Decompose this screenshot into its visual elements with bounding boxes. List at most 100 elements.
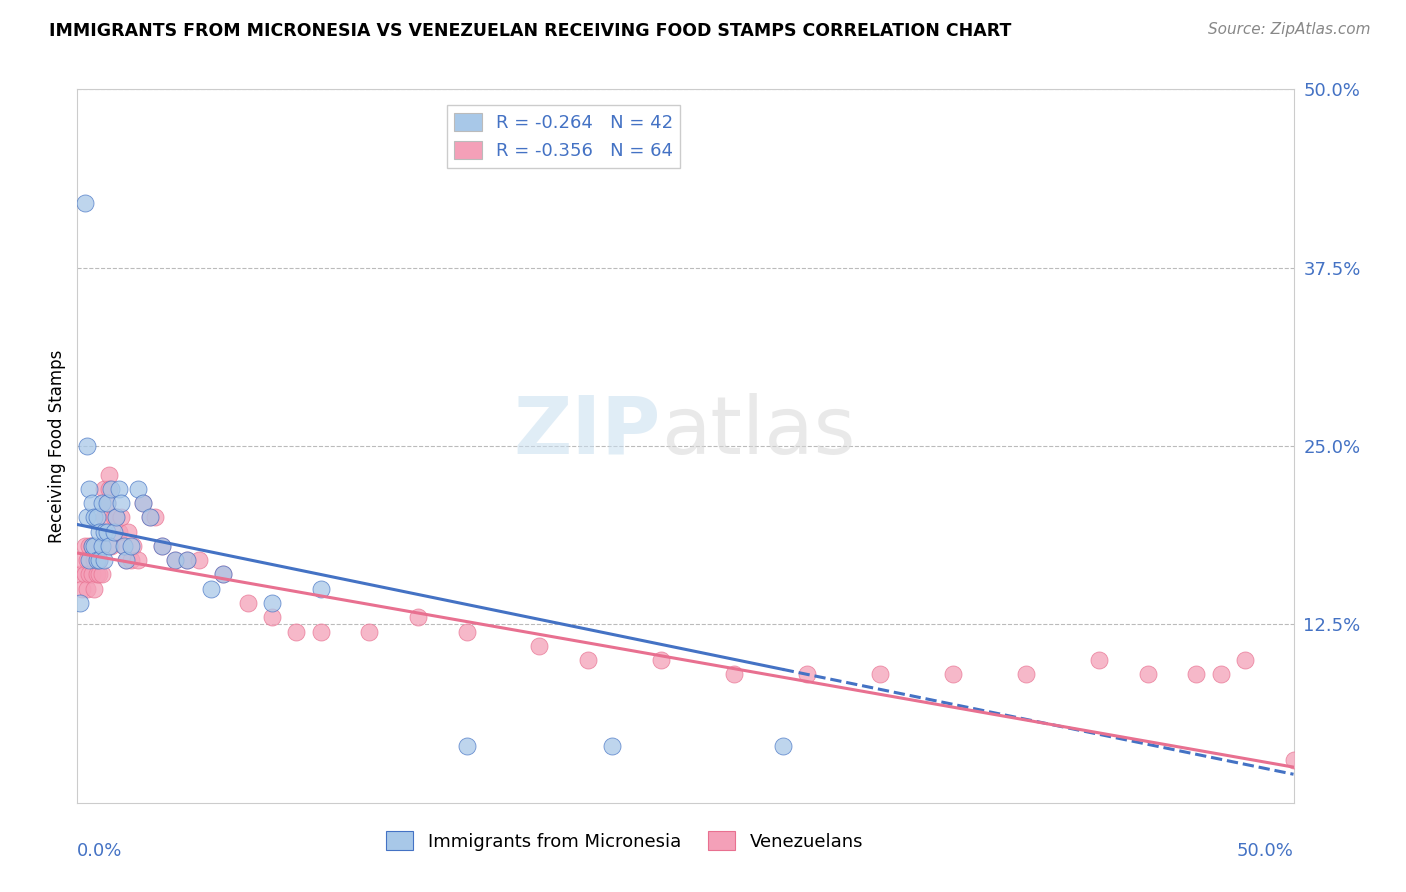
Point — [139, 510, 162, 524]
Point — [529, 639, 551, 653]
Point — [723, 667, 745, 681]
Point — [80, 496, 103, 510]
Point — [132, 496, 155, 510]
Point — [89, 553, 111, 567]
Point — [83, 539, 105, 553]
Point — [285, 624, 308, 639]
Point — [80, 539, 103, 553]
Point — [115, 553, 138, 567]
Point — [112, 539, 135, 553]
Point — [89, 524, 111, 539]
Point — [260, 596, 283, 610]
Point — [1015, 667, 1038, 681]
Point — [110, 510, 132, 524]
Point — [163, 553, 186, 567]
Point — [107, 482, 129, 496]
Text: 50.0%: 50.0% — [1237, 842, 1294, 860]
Point — [80, 567, 103, 582]
Point — [120, 539, 142, 553]
Point — [70, 582, 93, 596]
Point — [89, 567, 111, 582]
Point — [456, 739, 478, 753]
Point — [79, 567, 101, 582]
Point — [76, 510, 98, 524]
Point — [83, 553, 105, 567]
Point — [100, 539, 122, 553]
Point — [80, 539, 103, 553]
Point — [212, 567, 235, 582]
Point — [73, 196, 96, 211]
Point — [188, 553, 211, 567]
Legend: R = -0.264   N = 42, R = -0.356   N = 64: R = -0.264 N = 42, R = -0.356 N = 64 — [447, 105, 681, 168]
Point — [869, 667, 891, 681]
Point — [1185, 667, 1208, 681]
Point — [79, 482, 101, 496]
Point — [152, 539, 174, 553]
Point — [76, 582, 98, 596]
Point — [110, 496, 132, 510]
Point — [93, 553, 115, 567]
Point — [79, 553, 101, 567]
Point — [86, 553, 108, 567]
Point — [97, 467, 120, 482]
Point — [212, 567, 235, 582]
Text: Source: ZipAtlas.com: Source: ZipAtlas.com — [1208, 22, 1371, 37]
Point — [73, 539, 96, 553]
Point — [103, 510, 125, 524]
Point — [69, 567, 91, 582]
Point — [76, 439, 98, 453]
Point — [93, 482, 115, 496]
Point — [70, 553, 93, 567]
Point — [143, 510, 166, 524]
Point — [650, 653, 672, 667]
Point — [309, 582, 332, 596]
Point — [96, 496, 118, 510]
Point — [117, 524, 139, 539]
Point — [942, 667, 965, 681]
Point — [127, 482, 149, 496]
Point — [602, 739, 624, 753]
Point — [127, 553, 149, 567]
Point — [236, 596, 259, 610]
Point — [115, 553, 138, 567]
Point — [93, 510, 115, 524]
Point — [105, 510, 128, 524]
Point — [163, 553, 186, 567]
Point — [86, 567, 108, 582]
Point — [152, 539, 174, 553]
Point — [176, 553, 198, 567]
Point — [260, 610, 283, 624]
Text: 0.0%: 0.0% — [77, 842, 122, 860]
Point — [83, 582, 105, 596]
Point — [76, 553, 98, 567]
Point — [359, 624, 381, 639]
Point — [90, 539, 112, 553]
Point — [83, 510, 105, 524]
Point — [1282, 753, 1305, 767]
Point — [93, 524, 115, 539]
Point — [96, 496, 118, 510]
Point — [103, 524, 125, 539]
Point — [90, 539, 112, 553]
Text: IMMIGRANTS FROM MICRONESIA VS VENEZUELAN RECEIVING FOOD STAMPS CORRELATION CHART: IMMIGRANTS FROM MICRONESIA VS VENEZUELAN… — [49, 22, 1011, 40]
Point — [86, 510, 108, 524]
Text: atlas: atlas — [661, 392, 855, 471]
Point — [176, 553, 198, 567]
Point — [73, 567, 96, 582]
Point — [69, 596, 91, 610]
Point — [107, 524, 129, 539]
Point — [772, 739, 794, 753]
Point — [86, 553, 108, 567]
Point — [1209, 667, 1232, 681]
Point — [97, 482, 120, 496]
Point — [406, 610, 429, 624]
Text: ZIP: ZIP — [513, 392, 661, 471]
Point — [90, 496, 112, 510]
Point — [79, 539, 101, 553]
Point — [1088, 653, 1111, 667]
Point — [97, 539, 120, 553]
Point — [576, 653, 599, 667]
Point — [309, 624, 332, 639]
Point — [796, 667, 818, 681]
Point — [200, 582, 222, 596]
